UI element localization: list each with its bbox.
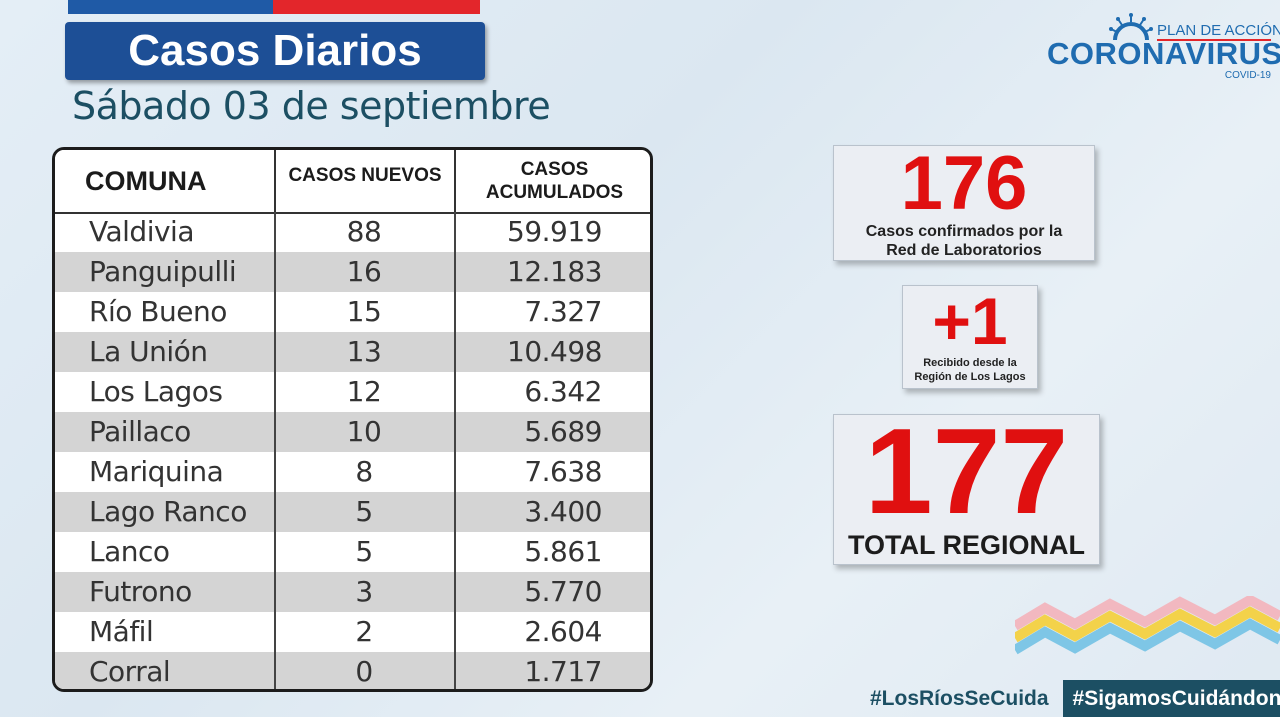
cell-casos-nuevos: 5	[355, 535, 373, 568]
cell-casos-nuevos: 16	[346, 255, 382, 288]
cell-comuna: Mariquina	[89, 455, 224, 488]
cell-comuna: Máfil	[89, 615, 154, 648]
header-casos-acumulados: CASOS ACUMULADOS	[454, 150, 650, 212]
table-row: Futrono 3 5.770	[55, 572, 650, 612]
header-comuna: COMUNA	[85, 165, 207, 196]
cell-casos-nuevos: 2	[355, 615, 373, 648]
cell-casos-acumulados: 1.717	[524, 655, 602, 688]
date-subtitle: Sábado 03 de septiembre	[72, 84, 551, 128]
lab-cases-card: 176 Casos confirmados por la Red de Labo…	[833, 141, 1095, 261]
cell-casos-acumulados: 10.498	[507, 335, 602, 368]
hashtags-bar: #LosRíosSeCuida #SigamosCuidándonos	[870, 680, 1280, 717]
cell-casos-nuevos: 5	[355, 495, 373, 528]
cell-casos-acumulados: 59.919	[507, 215, 602, 248]
table-row: Lago Ranco 5 3.400	[55, 492, 650, 532]
lab-cases-value: 176	[900, 141, 1028, 226]
cell-casos-nuevos: 88	[346, 215, 382, 248]
coronavirus-plan-logo: PLAN DE ACCIÓN CORONAVIRUS COVID-19	[1045, 10, 1280, 85]
cell-casos-acumulados: 3.400	[524, 495, 602, 528]
hashtag-sigamos: #SigamosCuidándonos	[1062, 680, 1280, 717]
hashtag-los-rios: #LosRíosSeCuida	[870, 686, 1049, 710]
cell-comuna: Paillaco	[89, 415, 191, 448]
flag-stripe-red	[273, 0, 480, 14]
table-row: Lanco 5 5.861	[55, 532, 650, 572]
cell-casos-nuevos: 13	[346, 335, 382, 368]
cell-comuna: La Unión	[89, 335, 208, 368]
cell-casos-acumulados: 12.183	[507, 255, 602, 288]
cell-casos-acumulados: 5.861	[524, 535, 602, 568]
table-row: La Unión 13 10.498	[55, 332, 650, 372]
cell-comuna: Lago Ranco	[89, 495, 247, 528]
table-body: Valdivia 88 59.919 Panguipulli 16 12.183 Río B…	[55, 212, 650, 689]
header-acumulados-line2: ACUMULADOS	[485, 182, 624, 203]
external-cases-label-line2: Región de Los Lagos	[914, 371, 1026, 383]
decorative-wave-stripes	[1015, 596, 1280, 655]
cell-comuna: Futrono	[89, 575, 192, 608]
cell-comuna: Los Lagos	[89, 375, 223, 408]
column-divider	[274, 212, 276, 689]
external-cases-card: +1 Recibido desde la Región de Los Lagos	[902, 284, 1038, 389]
cell-casos-acumulados: 7.327	[524, 295, 602, 328]
cell-casos-acumulados: 7.638	[524, 455, 602, 488]
column-divider	[454, 212, 456, 689]
cell-comuna: Valdivia	[89, 215, 194, 248]
external-cases-value: +1	[932, 284, 1008, 358]
cell-comuna: Río Bueno	[89, 295, 227, 328]
cell-casos-nuevos: 12	[346, 375, 382, 408]
cell-casos-acumulados: 5.689	[524, 415, 602, 448]
page-title: Casos Diarios	[65, 22, 485, 80]
cell-casos-acumulados: 5.770	[524, 575, 602, 608]
table-row: Mariquina 8 7.638	[55, 452, 650, 492]
cases-table: COMUNA CASOS NUEVOS CASOS ACUMULADOS Val…	[52, 147, 653, 692]
cell-comuna: Corral	[89, 655, 171, 688]
flag-stripe-blue	[68, 0, 273, 14]
logo-red-line	[1157, 39, 1271, 41]
table-row: Corral 0 1.717	[55, 652, 650, 689]
total-regional-value: 177	[864, 403, 1069, 539]
table-row: Panguipulli 16 12.183	[55, 252, 650, 292]
table-row: Los Lagos 12 6.342	[55, 372, 650, 412]
external-cases-label-line1: Recibido desde la	[923, 357, 1017, 369]
logo-sub-text: COVID-19	[1224, 70, 1271, 81]
cell-casos-nuevos: 10	[346, 415, 382, 448]
logo-plan-text: PLAN DE ACCIÓN	[1157, 22, 1280, 39]
table-row: Valdivia 88 59.919	[55, 212, 650, 252]
total-regional-card: 177 TOTAL REGIONAL	[833, 407, 1100, 565]
header-acumulados-line1: CASOS	[520, 159, 589, 180]
table-row: Máfil 2 2.604	[55, 612, 650, 652]
table-header: COMUNA CASOS NUEVOS CASOS ACUMULADOS	[55, 150, 650, 214]
table-row: Río Bueno 15 7.327	[55, 292, 650, 332]
cell-comuna: Lanco	[89, 535, 170, 568]
external-cases-label: Recibido desde la Región de Los Lagos	[903, 356, 1037, 384]
cell-casos-acumulados: 6.342	[524, 375, 602, 408]
header-casos-nuevos: CASOS NUEVOS	[274, 150, 454, 212]
lab-cases-label-line1: Casos confirmados por la	[865, 223, 1063, 240]
lab-cases-label: Casos confirmados por la Red de Laborato…	[834, 222, 1094, 260]
cell-casos-nuevos: 0	[355, 655, 373, 688]
cell-casos-acumulados: 2.604	[524, 615, 602, 648]
cell-casos-nuevos: 8	[355, 455, 373, 488]
virus-sun-icon	[1109, 13, 1153, 41]
logo-main-text: CORONAVIRUS	[1047, 36, 1280, 71]
total-regional-label: TOTAL REGIONAL	[847, 530, 1085, 560]
lab-cases-label-line2: Red de Laboratorios	[886, 242, 1042, 259]
cell-comuna: Panguipulli	[89, 255, 237, 288]
cell-casos-nuevos: 15	[346, 295, 382, 328]
cell-casos-nuevos: 3	[355, 575, 373, 608]
table-row: Paillaco 10 5.689	[55, 412, 650, 452]
